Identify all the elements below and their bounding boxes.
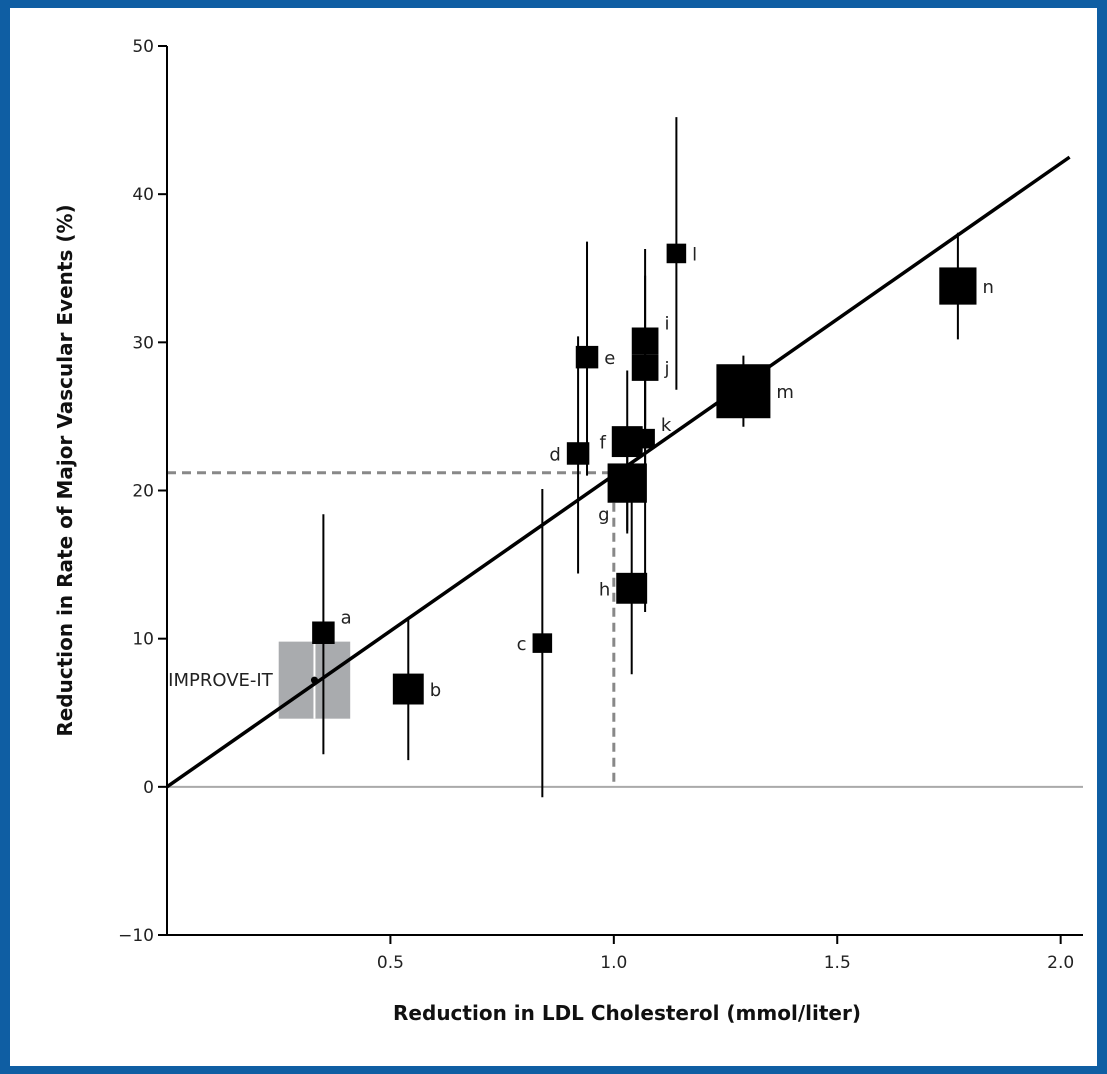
x-tick-label: 1.5 [824, 953, 851, 973]
x-tick-label: 1.0 [600, 953, 627, 973]
point-c [532, 633, 553, 653]
x-tick-label: 0.5 [377, 953, 404, 973]
highlight-label: IMPROVE-IT [168, 670, 274, 691]
point-b [392, 673, 424, 705]
point-label-i: i [664, 314, 669, 335]
y-tick-label: −10 [118, 926, 154, 946]
point-h [616, 572, 648, 604]
y-tick-label: 20 [132, 482, 154, 502]
point-label-j: j [663, 359, 669, 380]
scatter-chart: IMPROVE-IT a b c d e f g h i j k l m n −10 0 10 20 30 40 50… [53, 37, 1083, 1025]
point-label-l: l [692, 244, 697, 265]
point-l [666, 243, 687, 264]
point-label-d: d [549, 444, 560, 465]
point-i [631, 327, 659, 355]
point-label-n: n [982, 277, 993, 298]
axes-layer: −10 0 10 20 30 40 50 0.5 1.0 1.5 2.0 [118, 37, 1083, 973]
y-tick-label: 40 [132, 185, 154, 205]
point-m [716, 364, 771, 419]
point-label-m: m [776, 382, 794, 403]
reference-lines-layer [167, 471, 616, 787]
y-tick-label: 10 [132, 630, 154, 650]
y-tick-label: 0 [143, 778, 154, 798]
point-label-a: a [341, 607, 352, 628]
point-e [575, 345, 599, 369]
point-label-g: g [598, 505, 609, 526]
point-a [312, 621, 335, 644]
point-label-c: c [517, 634, 527, 655]
point-labels-layer: a b c d e f g h i j k l m n [341, 244, 994, 701]
y-tick-label: 30 [132, 333, 154, 353]
x-tick-label: 2.0 [1047, 953, 1074, 973]
point-n [939, 267, 977, 305]
highlight-layer: IMPROVE-IT [168, 641, 351, 719]
y-tick-label: 50 [132, 37, 154, 57]
point-label-e: e [604, 348, 615, 369]
x-axis-title: Reduction in LDL Cholesterol (mmol/liter… [393, 1001, 861, 1025]
y-axis-title: Reduction in Rate of Major Vascular Even… [53, 204, 77, 736]
point-label-h: h [599, 579, 610, 600]
point-d [566, 442, 590, 465]
figure-panel: IMPROVE-IT a b c d e f g h i j k l m n −10 0 10 20 30 40 50… [10, 8, 1097, 1066]
point-label-b: b [430, 680, 441, 701]
points-layer [312, 243, 977, 705]
point-label-k: k [661, 415, 672, 436]
point-j [631, 354, 659, 381]
point-label-f: f [599, 433, 606, 454]
point-g [607, 463, 647, 503]
point-k [635, 428, 655, 449]
